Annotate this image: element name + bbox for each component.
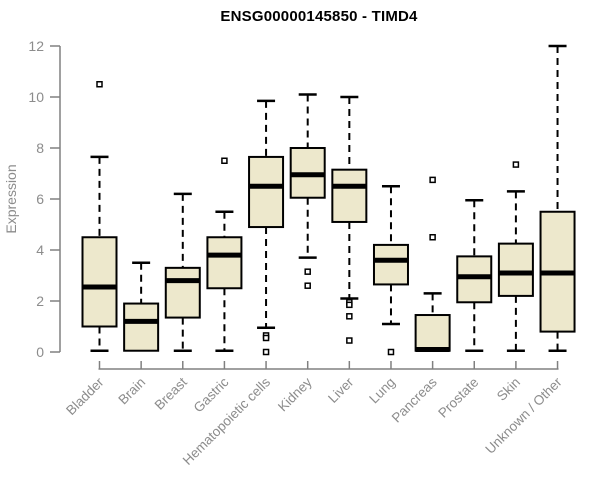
x-category-label: Brain — [115, 375, 148, 408]
x-category-label: Liver — [325, 374, 357, 406]
outlier-point — [346, 313, 353, 320]
iqr-box — [372, 243, 409, 286]
boxplot-breast — [164, 192, 201, 352]
boxplot-bladder — [81, 81, 118, 352]
iqr-box — [456, 255, 493, 304]
boxplot-unknown-other — [539, 44, 576, 352]
outlier-point — [96, 81, 103, 88]
iqr-box — [248, 155, 285, 229]
outlier-point — [387, 348, 395, 356]
outlier-point — [346, 301, 353, 309]
iqr-box — [414, 314, 451, 352]
x-category-label: Skin — [494, 375, 523, 404]
x-category-label: Lung — [366, 375, 398, 407]
y-tick-label: 12 — [28, 38, 44, 54]
outlier-point — [429, 234, 436, 241]
x-category-label: Unknown / Other — [482, 374, 565, 457]
x-category-label: Bladder — [63, 374, 107, 418]
outlier-point — [304, 282, 311, 289]
boxplot-prostate — [456, 199, 493, 352]
x-category-label: Pancreas — [389, 374, 440, 425]
x-category-label: Breast — [152, 374, 190, 412]
y-tick-label: 2 — [36, 293, 44, 309]
chart-title: ENSG00000145850 - TIMD4 — [220, 8, 418, 25]
outlier-point — [346, 337, 353, 344]
boxplot-hematopoietic-cells — [248, 99, 285, 356]
iqr-box — [497, 242, 534, 297]
x-category-label: Prostate — [435, 375, 481, 421]
y-tick-label: 4 — [36, 242, 44, 258]
boxplot-lung — [372, 185, 409, 356]
iqr-box — [123, 302, 160, 352]
y-tick-label: 10 — [28, 89, 44, 105]
outlier-point — [262, 348, 270, 356]
y-axis-label: Expression — [3, 164, 19, 233]
x-category-label: Gastric — [191, 374, 232, 415]
y-tick-label: 6 — [36, 191, 44, 207]
outlier-point — [429, 176, 436, 184]
iqr-box — [81, 236, 118, 328]
boxplot-kidney — [289, 93, 326, 289]
y-axis: 0 2 4 6 8 10 12 Expression — [3, 38, 61, 360]
y-tick-label: 0 — [36, 344, 44, 360]
iqr-box — [331, 168, 368, 223]
y-tick-label: 8 — [36, 140, 44, 156]
iqr-box — [206, 236, 243, 290]
boxplot-pancreas — [414, 176, 451, 352]
outlier-point — [304, 268, 311, 275]
outlier-point — [221, 157, 228, 164]
boxplot-brain — [123, 261, 160, 352]
outlier-point — [262, 334, 270, 342]
boxplot-skin — [497, 161, 534, 352]
boxplot-gastric — [206, 157, 243, 352]
iqr-box — [164, 266, 201, 319]
boxplot-liver — [331, 95, 368, 344]
outlier-point — [512, 161, 520, 168]
x-category-label: Kidney — [275, 374, 315, 414]
